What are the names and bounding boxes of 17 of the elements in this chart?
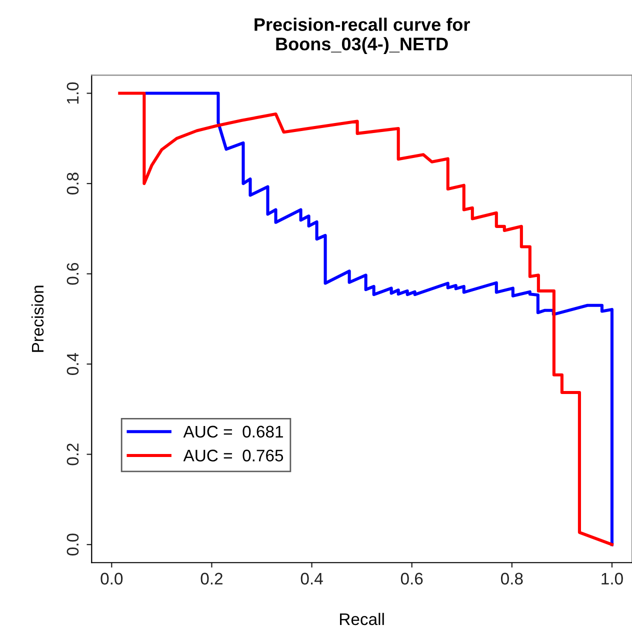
chart-title: Precision-recall curve for Boons_03(4-)_NETD [254, 18, 470, 54]
y-tick-label: 0.0 [66, 534, 79, 556]
y-tick-label: 0.6 [66, 262, 79, 285]
y-tick-label: 0.2 [66, 444, 79, 466]
y-tick-label: 0.4 [66, 352, 79, 375]
legend-label: AUC = 0.681 [183, 426, 283, 438]
x-tick-label: 0.4 [300, 572, 323, 585]
y-axis-title: Precision [31, 286, 44, 352]
legend-label: AUC = 0.765 [183, 450, 284, 462]
x-axis-title: Recall [340, 612, 384, 626]
x-tick-label: 1.0 [602, 572, 623, 585]
x-tick-label: 0.2 [200, 572, 222, 585]
x-tick-label: 0.6 [400, 572, 423, 585]
x-tick-label: 0.0 [100, 572, 123, 585]
y-tick-label: 0.8 [66, 172, 79, 194]
x-tick-label: 0.8 [500, 572, 523, 585]
y-tick-label: 1.0 [66, 82, 79, 104]
